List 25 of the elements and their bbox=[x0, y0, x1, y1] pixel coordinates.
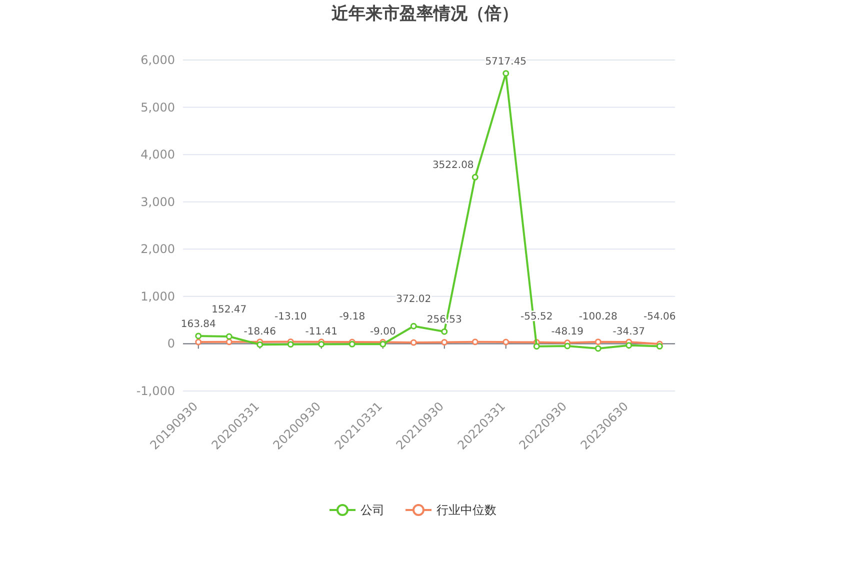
text: 5717.45 bbox=[485, 56, 527, 68]
text: -9.18 bbox=[339, 312, 366, 323]
y-tick-label: 3,000 bbox=[140, 194, 175, 209]
text: 152.47 bbox=[212, 304, 247, 316]
text: 3522.08 bbox=[432, 160, 474, 172]
y-tick-label: 5,000 bbox=[140, 100, 175, 114]
text: -13.10 bbox=[274, 312, 307, 323]
y-tick-label: -1,000 bbox=[136, 384, 175, 398]
text: -54.06 bbox=[644, 312, 676, 323]
text: -18.46 bbox=[244, 326, 276, 338]
text: -9.00 bbox=[370, 326, 396, 338]
text: 372.02 bbox=[396, 294, 432, 306]
text: -48.19 bbox=[551, 326, 584, 338]
y-tick-label: 6,000 bbox=[140, 53, 175, 67]
y-tick-label: 0 bbox=[167, 336, 175, 351]
y-tick-label: 4,000 bbox=[140, 148, 175, 162]
y-tick-label: 1,000 bbox=[140, 289, 175, 304]
text: -34.37 bbox=[612, 326, 645, 338]
legend-label: 行业中位数 bbox=[436, 503, 496, 517]
text: -11.41 bbox=[305, 326, 338, 338]
legend-label: 公司 bbox=[360, 503, 384, 517]
y-tick-label: 2,000 bbox=[140, 242, 175, 256]
chart-title: 近年来市盈率情况（倍） bbox=[330, 4, 518, 24]
text: 163.84 bbox=[180, 318, 216, 330]
text: -100.28 bbox=[578, 312, 618, 323]
